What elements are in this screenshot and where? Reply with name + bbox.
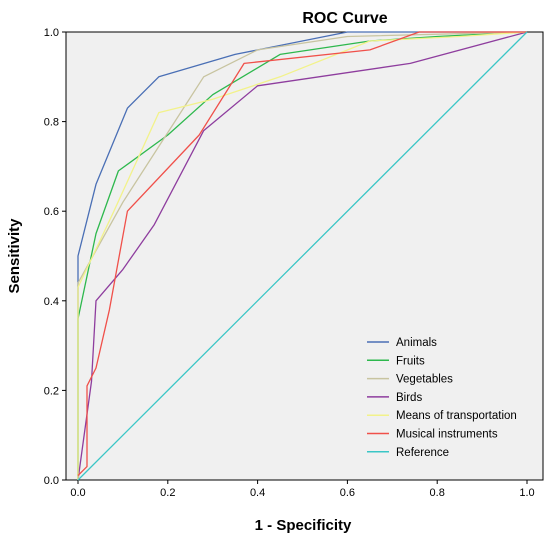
axis-ticks: 0.0 0.2 0.4 0.6 0.8 1.0 0.0 0.2 0.4 0.6 0.8 1.0 <box>44 27 535 499</box>
y-tick-label: 1.0 <box>44 27 59 39</box>
legend-label: Musical instruments <box>396 429 498 441</box>
x-tick-label: 0.8 <box>430 487 445 499</box>
legend-label: Vegetables <box>396 374 453 386</box>
x-tick-label: 0.2 <box>160 487 175 499</box>
series-line-birds <box>77 31 528 481</box>
series-line-vegetables <box>77 31 528 480</box>
series-line-reference <box>77 31 528 481</box>
x-axis-label: 1 - Specificity <box>255 517 352 534</box>
series-line-means-of-transportation <box>77 31 528 480</box>
x-tick-label: 0.4 <box>250 487 265 499</box>
legend: Animals Fruits Vegetables Birds Means of tra… <box>367 337 517 459</box>
legend-label: Means of transportation <box>396 410 517 422</box>
legend-label: Birds <box>396 392 422 404</box>
y-tick-label: 0.8 <box>44 117 59 129</box>
x-tick-label: 1.0 <box>519 487 534 499</box>
series-line-animals <box>77 31 527 480</box>
y-tick-label: 0.0 <box>44 475 59 487</box>
y-tick-label: 0.2 <box>44 385 59 397</box>
legend-label: Animals <box>396 337 437 349</box>
series-lines <box>77 31 528 481</box>
y-axis-label: Sensitivity <box>6 218 23 294</box>
y-tick-label: 0.6 <box>44 206 59 218</box>
y-tick-label: 0.4 <box>44 296 59 308</box>
chart-title: ROC Curve <box>302 10 387 27</box>
series-line-musical-instruments <box>77 31 527 476</box>
x-tick-label: 0.0 <box>70 487 85 499</box>
legend-label: Reference <box>396 447 449 459</box>
legend-label: Fruits <box>396 355 425 367</box>
x-tick-label: 0.6 <box>340 487 355 499</box>
plot-background <box>65 31 544 481</box>
